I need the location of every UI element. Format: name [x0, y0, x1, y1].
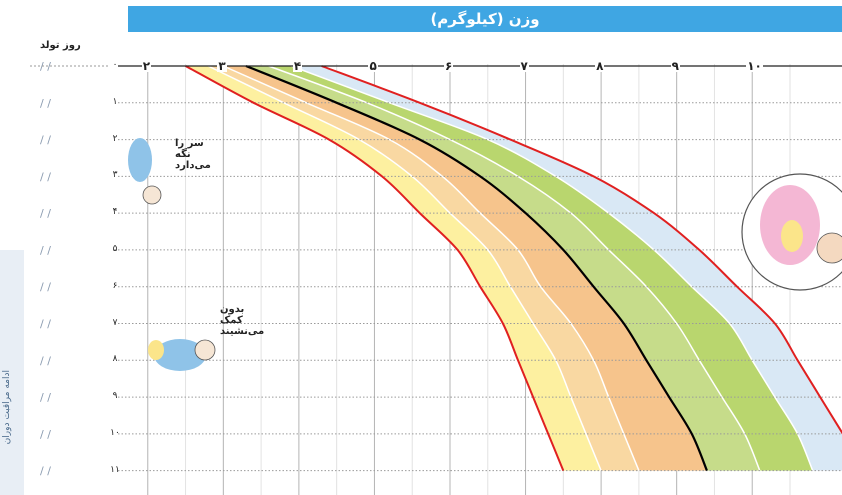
chart-title: وزن (کیلوگرم)	[128, 6, 842, 32]
weight-tick-label: ۴	[292, 59, 303, 73]
series-line-median	[245, 64, 708, 472]
milestone-label: سر را نگه می‌دارد	[175, 138, 211, 172]
month-tick-label: ۵	[112, 243, 118, 254]
date-placeholder: / /	[40, 465, 51, 478]
month-tick-label: ۴	[112, 207, 118, 218]
month-tick-label: ۷	[112, 317, 118, 328]
month-tick-label: ۹	[112, 391, 118, 402]
weight-tick-label: ۱۰	[746, 59, 763, 73]
series-line-lower-bound	[185, 65, 565, 471]
weight-tick-label: ۳	[217, 59, 227, 73]
percentile-band	[246, 66, 760, 471]
baby-head-icon	[142, 185, 162, 205]
plot-area	[118, 64, 842, 495]
baby-sitting-head-icon	[194, 339, 216, 361]
x-axis-label: روز تولد	[40, 40, 81, 51]
baby-body	[781, 220, 803, 252]
date-placeholder: / /	[40, 244, 51, 257]
milestone-label: بدون کمک می‌نشیند	[220, 303, 265, 337]
date-placeholder: / /	[40, 134, 51, 147]
month-tick-label: ۸	[112, 354, 118, 365]
date-placeholder: / /	[40, 281, 51, 294]
percentile-band	[208, 66, 639, 471]
date-placeholder: / /	[40, 428, 51, 441]
date-placeholder: / /	[40, 354, 51, 367]
month-tick-label: ۲	[112, 133, 118, 144]
baby-head	[816, 232, 842, 264]
month-tick-label: ۶	[112, 280, 118, 291]
month-tick-label: ۱	[112, 96, 118, 107]
series-line-upper-bound	[321, 65, 842, 435]
weight-tick-label: ۷	[519, 59, 529, 73]
date-placeholder: / /	[40, 391, 51, 404]
month-tick-label: ۱۱	[110, 464, 120, 475]
side-strip	[0, 250, 24, 495]
weight-tick-label: ۹	[670, 59, 680, 73]
date-placeholder: / /	[40, 170, 51, 183]
weight-tick-label: ۸	[595, 59, 605, 73]
date-placeholder: / /	[40, 318, 51, 331]
date-placeholder: / /	[40, 97, 51, 110]
weight-tick-label: ۶	[444, 59, 454, 73]
percentile-band	[268, 66, 813, 471]
percentile-band	[185, 66, 602, 471]
baby-lifting-head-illustration	[128, 138, 152, 182]
date-placeholder: / /	[40, 207, 51, 220]
percentile-band	[223, 66, 707, 471]
month-tick-label: ۱۰	[110, 427, 120, 438]
weight-tick-label: ۵	[368, 59, 378, 73]
baby-sitting-legs	[148, 340, 164, 360]
month-tick-label: ۳	[112, 170, 118, 181]
baby-sitting-illustration	[154, 339, 206, 371]
series-separator	[268, 65, 761, 471]
side-strip-text: ادامه مراقبت دوران	[2, 370, 12, 445]
weight-tick-label: ۲	[141, 59, 152, 73]
date-placeholder: / /	[40, 60, 51, 73]
month-tick-label: ۰	[112, 60, 118, 70]
